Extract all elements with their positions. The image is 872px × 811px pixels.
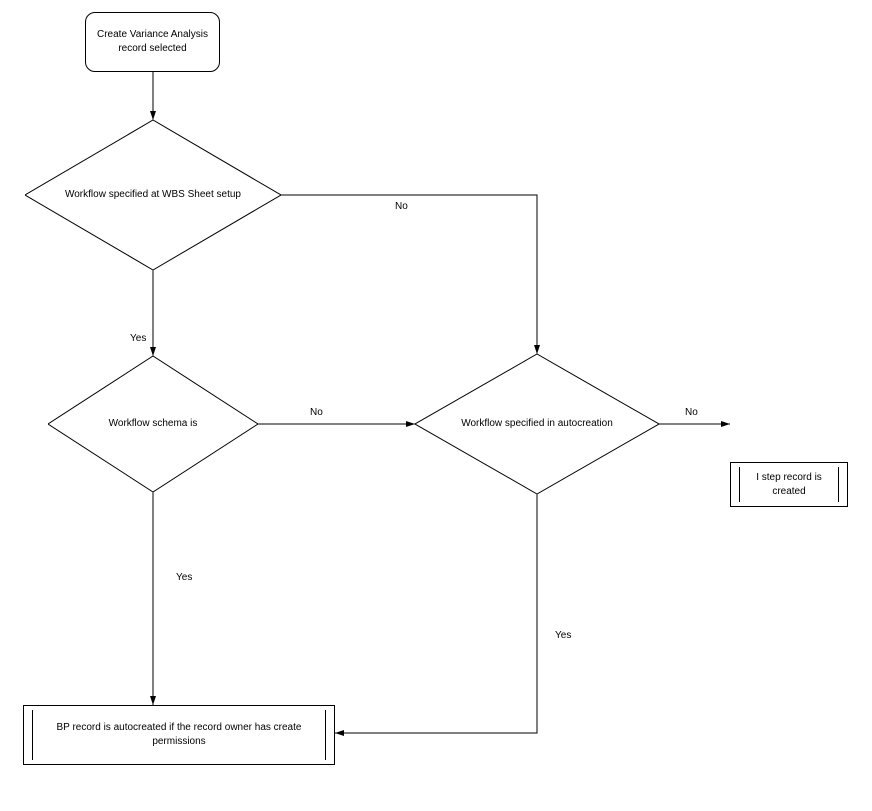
process-step-record: I step record is created (730, 462, 848, 507)
edge-label-d2-no: No (308, 407, 325, 418)
edge-label-d1-yes: Yes (128, 333, 148, 344)
start-node: Create Variance Analysis record selected (85, 12, 220, 72)
edge-label-d3-yes: Yes (553, 630, 573, 641)
edge-label-d2-yes: Yes (174, 572, 194, 583)
decision-autocreation-label: Workflow specified in autocreation (452, 417, 623, 431)
decision-wbs-sheet: Workflow specified at WBS Sheet setup (25, 120, 281, 270)
edge-label-d3-no: No (683, 407, 700, 418)
decision-schema: Workflow schema is (48, 356, 258, 492)
decision-wbs-sheet-label: Workflow specified at WBS Sheet setup (63, 188, 242, 202)
decision-autocreation: Workflow specified in autocreation (415, 354, 659, 494)
decision-schema-label: Workflow schema is (80, 417, 227, 431)
process-bp-record: BP record is autocreated if the record o… (23, 705, 335, 765)
edge-label-d1-no: No (393, 201, 410, 212)
